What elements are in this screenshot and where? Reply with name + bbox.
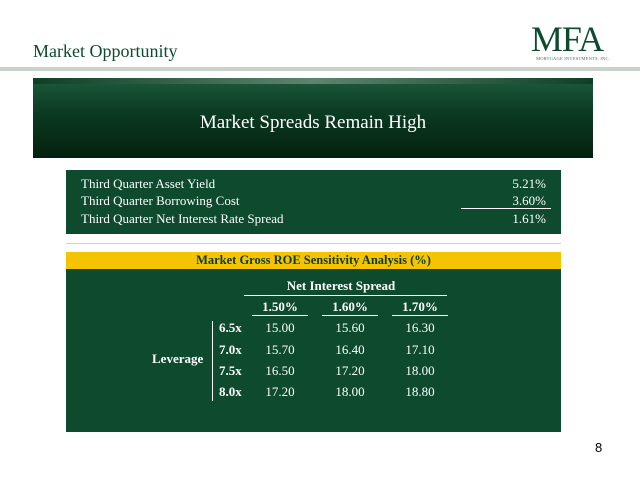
column-header-underline xyxy=(252,315,308,316)
table-cell: 15.00 xyxy=(265,320,295,335)
leverage-label: 6.5x xyxy=(219,320,242,335)
title-banner-highlight xyxy=(33,78,593,84)
company-logo: MFA MORTGAGE INVESTMENTS, INC. xyxy=(524,19,614,64)
page-number: 8 xyxy=(595,440,603,455)
table-cell: 17.20 xyxy=(265,384,295,399)
yield-row: Third Quarter Borrowing Cost 3.60% xyxy=(81,193,546,210)
yield-row: Third Quarter Net Interest Rate Spread 1… xyxy=(81,211,546,228)
yield-row-label: Third Quarter Net Interest Rate Spread xyxy=(81,211,284,226)
table-cell: 18.00 xyxy=(405,363,435,378)
sensitivity-table: Net Interest Spread 1.50% 1.60% 1.70% Le… xyxy=(66,269,561,432)
table-cell: 15.70 xyxy=(265,342,295,357)
yield-row-value: 5.21% xyxy=(512,176,546,191)
row-group-divider xyxy=(212,321,213,401)
leverage-label: 7.5x xyxy=(219,363,242,378)
yield-row-value: 1.61% xyxy=(512,211,546,226)
yield-summary-box: Third Quarter Asset Yield 5.21% Third Qu… xyxy=(66,170,561,234)
column-header-underline xyxy=(392,315,448,316)
title-banner xyxy=(33,78,593,158)
yield-row: Third Quarter Asset Yield 5.21% xyxy=(81,176,546,193)
table-cell: 18.80 xyxy=(405,384,435,399)
section-divider xyxy=(66,243,561,244)
table-cell: 18.00 xyxy=(335,384,365,399)
logo-subtitle: MORTGAGE INVESTMENTS, INC. xyxy=(536,56,610,61)
yield-sum-line xyxy=(461,208,551,209)
table-cell: 17.20 xyxy=(335,363,365,378)
row-group-label: Leverage xyxy=(152,351,204,366)
banner-title: Market Spreads Remain High xyxy=(199,112,427,133)
table-cell: 17.10 xyxy=(405,342,435,357)
column-group-underline xyxy=(244,295,447,296)
column-header-underline xyxy=(322,315,378,316)
leverage-label: 7.0x xyxy=(219,342,242,357)
leverage-label: 8.0x xyxy=(219,384,242,399)
sensitivity-title-bar: Market Gross ROE Sensitivity Analysis (%… xyxy=(66,252,561,269)
column-group-label: Net Interest Spread xyxy=(286,278,396,293)
table-cell: 16.40 xyxy=(335,342,365,357)
yield-row-value: 3.60% xyxy=(512,193,546,208)
section-title: Market Opportunity xyxy=(33,41,178,61)
column-header: 1.60% xyxy=(332,299,368,314)
table-cell: 16.30 xyxy=(405,320,435,335)
table-cell: 15.60 xyxy=(335,320,365,335)
yield-row-label: Third Quarter Asset Yield xyxy=(81,176,216,191)
yield-row-label: Third Quarter Borrowing Cost xyxy=(81,193,240,208)
logo-mark: MFA xyxy=(530,19,604,59)
column-header: 1.70% xyxy=(402,299,438,314)
table-cell: 16.50 xyxy=(265,363,295,378)
header-rule xyxy=(0,67,640,71)
column-header: 1.50% xyxy=(262,299,298,314)
